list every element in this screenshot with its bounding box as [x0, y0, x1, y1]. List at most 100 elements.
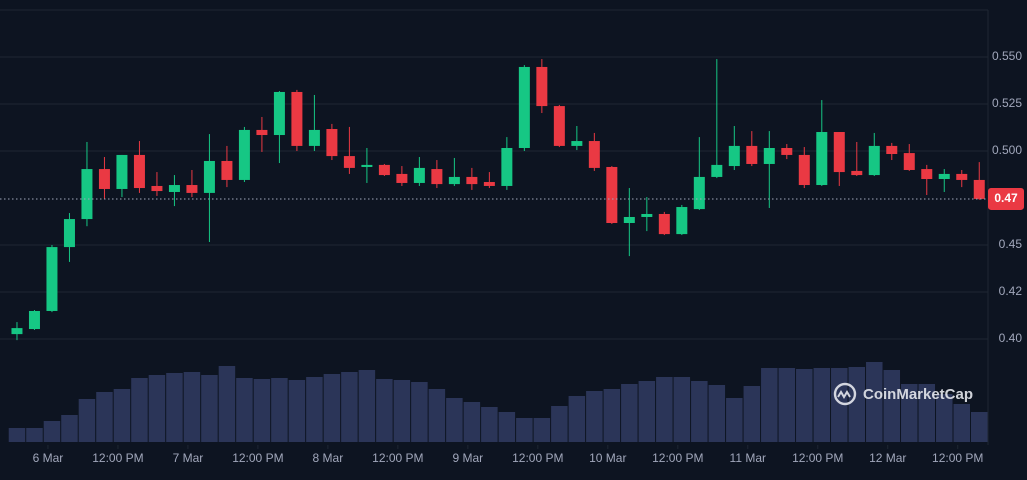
x-tick-label: 12:00 PM [792, 451, 843, 465]
volume-bar [411, 382, 428, 442]
volume-bar [708, 385, 726, 442]
candle-body [781, 147, 793, 155]
x-tick-label: 8 Mar [313, 451, 344, 465]
candle-body [973, 179, 985, 199]
volume-bar [183, 372, 201, 442]
candle-body [378, 164, 390, 176]
volume-bar [463, 402, 481, 442]
volume-bar [253, 379, 271, 442]
candle-body [133, 154, 145, 189]
volume-bar [96, 392, 113, 442]
volume-bar [621, 384, 638, 442]
candle-body [641, 213, 653, 217]
volume-bar [218, 366, 236, 442]
candle-body [81, 169, 93, 220]
volume-bar [43, 421, 61, 442]
candle-body [221, 160, 233, 180]
volume-bar [516, 418, 533, 442]
volume-bar [848, 367, 866, 442]
candle-body [396, 173, 408, 183]
y-tick-label: 0.45 [999, 237, 1023, 251]
volume-bar [358, 370, 376, 442]
volume-bar [551, 406, 568, 442]
candle-body [343, 156, 355, 168]
x-tick-label: 12:00 PM [92, 451, 143, 465]
volume-bar [446, 398, 463, 442]
candle-body [238, 129, 250, 180]
candle-body [448, 176, 460, 185]
candle-body [851, 170, 863, 176]
volume-bar [236, 378, 253, 442]
volume-bar [778, 368, 796, 442]
candle-body [46, 247, 58, 311]
candle-body [711, 164, 723, 177]
candle-body [256, 129, 268, 136]
volume-bar [883, 370, 901, 442]
volume-bar [866, 362, 883, 442]
volume-bar [673, 377, 691, 442]
volume-bar [26, 428, 43, 442]
x-tick-label: 12:00 PM [652, 451, 703, 465]
candle-body [693, 176, 705, 210]
candle-body [798, 154, 810, 186]
candle-body [921, 169, 933, 180]
volume-bar [481, 407, 498, 442]
x-tick-label: 12:00 PM [232, 451, 283, 465]
candle-body [518, 66, 530, 148]
candle-body [413, 167, 425, 183]
volume-bar [586, 391, 603, 442]
candle-body [536, 66, 548, 107]
candle-body [203, 160, 215, 193]
y-tick-label: 0.40 [999, 331, 1023, 345]
watermark: CoinMarketCap [833, 382, 973, 406]
volume-layer [8, 362, 988, 442]
x-tick-label: 7 Mar [173, 451, 204, 465]
candle-body [273, 91, 285, 136]
volume-bar [8, 428, 26, 442]
y-tick-label: 0.550 [992, 49, 1022, 63]
x-tick-label: 9 Mar [452, 451, 483, 465]
watermark-text: CoinMarketCap [863, 386, 973, 403]
candle-body [676, 207, 688, 235]
candle-body [483, 182, 495, 186]
volume-bar [498, 412, 516, 442]
volume-bar [656, 377, 673, 442]
candle-body [63, 219, 75, 248]
axes: 0.550 0.525 0.500 0.45 0.42 0.40 6 Mar 12:00 PM… [0, 49, 1024, 465]
candle-body [833, 132, 845, 173]
candle-body [501, 147, 513, 186]
candle-body [291, 91, 303, 146]
volume-bar [936, 394, 953, 442]
volume-bar [393, 380, 411, 442]
candle-body [431, 169, 443, 185]
candle-body [623, 216, 635, 224]
candle-body [606, 166, 618, 224]
grid [0, 56, 988, 340]
volume-bar [61, 415, 78, 442]
candle-body [326, 129, 338, 157]
candle-body [28, 310, 40, 330]
candle-body [308, 129, 320, 146]
volume-bar [726, 398, 743, 442]
y-tick-label: 0.500 [992, 143, 1022, 157]
x-tick-label: 12 Mar [869, 451, 906, 465]
volume-bar [376, 379, 393, 442]
volume-bar [428, 389, 446, 442]
candles [11, 59, 985, 341]
x-tick-label: 10 Mar [589, 451, 626, 465]
candle-body [886, 145, 898, 155]
candle-body [658, 213, 670, 235]
volume-bar [971, 412, 988, 442]
candle-body [956, 173, 968, 180]
volume-bar [638, 381, 656, 442]
x-tick-label: 12:00 PM [372, 451, 423, 465]
volume-bar [691, 381, 708, 442]
volume-bar [113, 389, 131, 442]
candle-body [728, 145, 740, 167]
candle-body [98, 169, 110, 189]
volume-bar [306, 377, 323, 442]
x-tick-label: 11 Mar [730, 451, 766, 465]
volume-bar [148, 375, 166, 442]
candle-body [571, 141, 583, 146]
